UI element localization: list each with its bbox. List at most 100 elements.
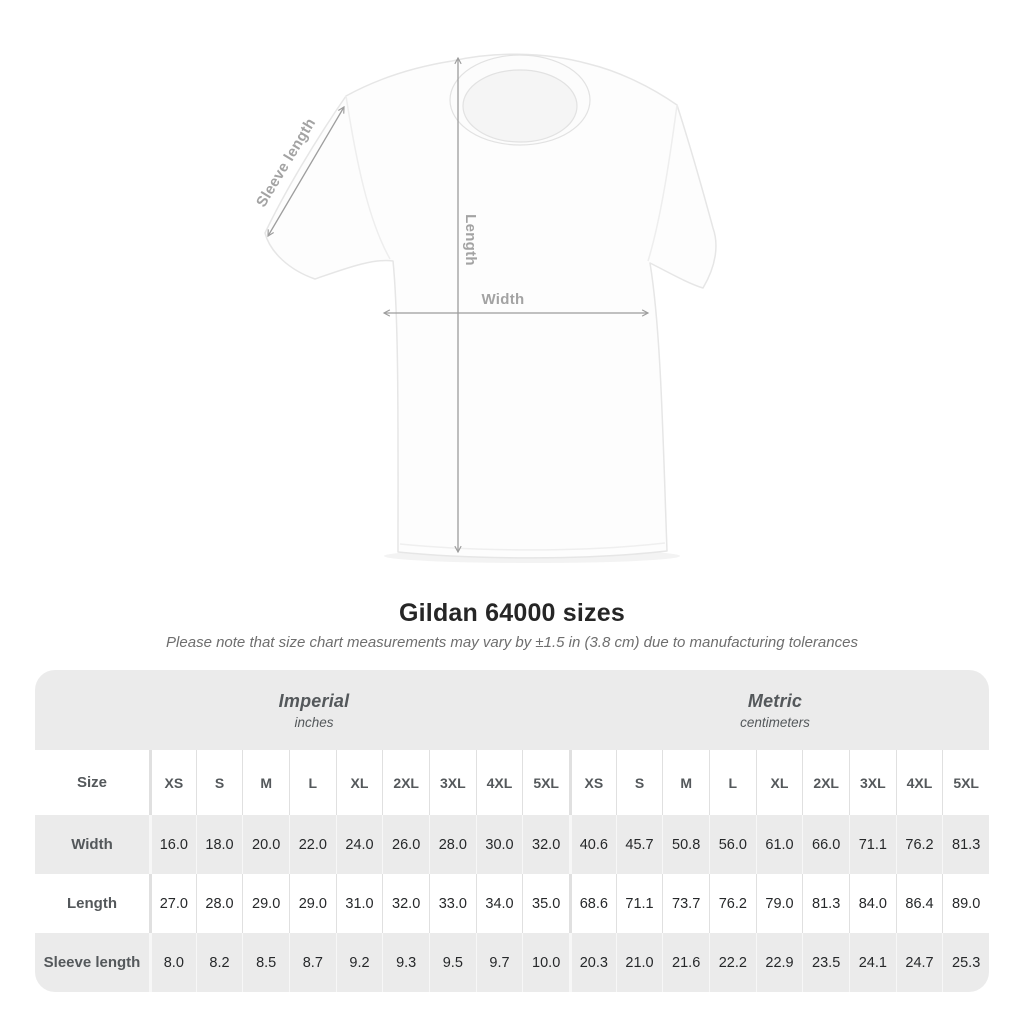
row-label: Sleeve length — [43, 954, 141, 971]
value-cell: 29.0 — [242, 874, 289, 933]
column-header-metric-3xl: 3XL — [849, 750, 896, 815]
length-label: Length — [462, 214, 479, 266]
tshirt-measurement-diagram: Width Length Sleeve length — [253, 53, 717, 563]
value-cell: 22.0 — [289, 815, 336, 874]
value-cell: 9.3 — [382, 933, 429, 992]
value-cell: 20.3 — [569, 933, 616, 992]
column-header-metric-5xl: 5XL — [942, 750, 989, 815]
value-cell: 9.5 — [429, 933, 476, 992]
value-cell: 16.0 — [149, 815, 196, 874]
table-row-sleeve-length: Sleeve length 8.0 8.2 8.5 8.7 9.2 9.3 9.5 9.7 10.… — [35, 933, 989, 992]
size-header-row: Size XS S M L XL 2XL 3XL 4XL 5XL XS S M L XL 2XL 3XL 4XL… — [35, 750, 989, 815]
row-label: Length — [67, 895, 117, 912]
value-cell: 25.3 — [942, 933, 989, 992]
value-cell: 89.0 — [942, 874, 989, 933]
value-cell: 71.1 — [849, 815, 896, 874]
value-cell: 24.7 — [895, 933, 943, 992]
value-cell: 56.0 — [709, 815, 756, 874]
value-cell: 33.0 — [429, 874, 476, 933]
column-header-metric-xs: XS — [569, 750, 616, 815]
column-header-imperial-m: M — [242, 750, 289, 815]
column-header-imperial-4xl: 4XL — [475, 750, 523, 815]
column-header-metric-4xl: 4XL — [895, 750, 943, 815]
value-cell: 9.2 — [335, 933, 383, 992]
column-header-metric-l: L — [709, 750, 756, 815]
column-header-metric-m: M — [662, 750, 709, 815]
value-cell: 35.0 — [522, 874, 569, 933]
value-cell: 31.0 — [335, 874, 383, 933]
imperial-group-header: Imperial inches — [47, 670, 581, 750]
column-header-imperial-3xl: 3XL — [429, 750, 476, 815]
tshirt-body — [264, 53, 717, 559]
value-cell: 29.0 — [289, 874, 336, 933]
table-row-length: Length 27.0 28.0 29.0 29.0 31.0 32.0 33.0 34.0 35… — [35, 874, 989, 933]
sleeve-length-arrow — [267, 105, 345, 238]
column-header-imperial-s: S — [195, 750, 243, 815]
value-cell: 68.6 — [569, 874, 616, 933]
value-cell: 84.0 — [849, 874, 896, 933]
value-cell: 20.0 — [242, 815, 289, 874]
value-cell: 23.5 — [802, 933, 849, 992]
value-cell: 22.9 — [755, 933, 803, 992]
value-cell: 79.0 — [755, 874, 803, 933]
value-cell: 18.0 — [195, 815, 243, 874]
value-cell: 76.2 — [895, 815, 943, 874]
column-header-imperial-l: L — [289, 750, 336, 815]
imperial-group-title: Imperial — [278, 690, 350, 711]
size-chart-table: Imperial inches Metric centimeters Size … — [35, 670, 989, 992]
value-cell: 24.0 — [335, 815, 383, 874]
tshirt-collar — [449, 54, 591, 146]
value-cell: 8.2 — [195, 933, 243, 992]
value-cell: 24.1 — [849, 933, 896, 992]
column-header-imperial-xs: XS — [149, 750, 196, 815]
metric-group-header: Metric centimeters — [565, 670, 985, 750]
value-cell: 8.5 — [242, 933, 289, 992]
tshirt-right-sleeve-seam — [647, 104, 678, 262]
value-cell: 26.0 — [382, 815, 429, 874]
value-cell: 40.6 — [569, 815, 616, 874]
page-title: Gildan 64000 sizes — [399, 599, 625, 627]
value-cell: 10.0 — [522, 933, 569, 992]
column-header-imperial-2xl: 2XL — [382, 750, 429, 815]
table-row-width: Width 16.0 18.0 20.0 22.0 24.0 26.0 28.0 30.0 32.… — [35, 815, 989, 874]
value-cell: 50.8 — [662, 815, 709, 874]
value-cell: 81.3 — [942, 815, 989, 874]
imperial-group-unit: inches — [294, 714, 334, 730]
value-cell: 30.0 — [475, 815, 523, 874]
value-cell: 34.0 — [475, 874, 523, 933]
value-cell: 81.3 — [802, 874, 849, 933]
size-corner-label: Size — [76, 774, 107, 791]
value-cell: 76.2 — [709, 874, 756, 933]
value-cell: 32.0 — [522, 815, 569, 874]
row-label: Width — [71, 836, 113, 853]
value-cell: 21.0 — [615, 933, 663, 992]
value-cell: 21.6 — [662, 933, 709, 992]
column-header-imperial-xl: XL — [335, 750, 383, 815]
column-header-metric-2xl: 2XL — [802, 750, 849, 815]
tshirt-left-sleeve-seam — [345, 95, 391, 260]
value-cell: 28.0 — [195, 874, 243, 933]
value-cell: 8.0 — [149, 933, 196, 992]
column-header-metric-xl: XL — [755, 750, 803, 815]
value-cell: 9.7 — [475, 933, 523, 992]
tshirt-hem-seam — [399, 542, 666, 551]
value-cell: 61.0 — [755, 815, 803, 874]
value-cell: 28.0 — [429, 815, 476, 874]
value-cell: 45.7 — [615, 815, 663, 874]
tolerance-note: Please note that size chart measurements… — [166, 634, 858, 651]
width-label: Width — [481, 291, 524, 308]
value-cell: 66.0 — [802, 815, 849, 874]
value-cell: 22.2 — [709, 933, 756, 992]
unit-group-band: Imperial inches Metric centimeters — [35, 670, 989, 750]
tshirt-neck-opening — [463, 70, 577, 142]
value-cell: 86.4 — [895, 874, 943, 933]
value-cell: 27.0 — [149, 874, 196, 933]
value-cell: 32.0 — [382, 874, 429, 933]
metric-group-title: Metric — [747, 690, 803, 711]
value-cell: 73.7 — [662, 874, 709, 933]
column-header-metric-s: S — [615, 750, 663, 815]
column-header-imperial-5xl: 5XL — [522, 750, 569, 815]
value-cell: 71.1 — [615, 874, 663, 933]
metric-group-unit: centimeters — [740, 714, 810, 730]
